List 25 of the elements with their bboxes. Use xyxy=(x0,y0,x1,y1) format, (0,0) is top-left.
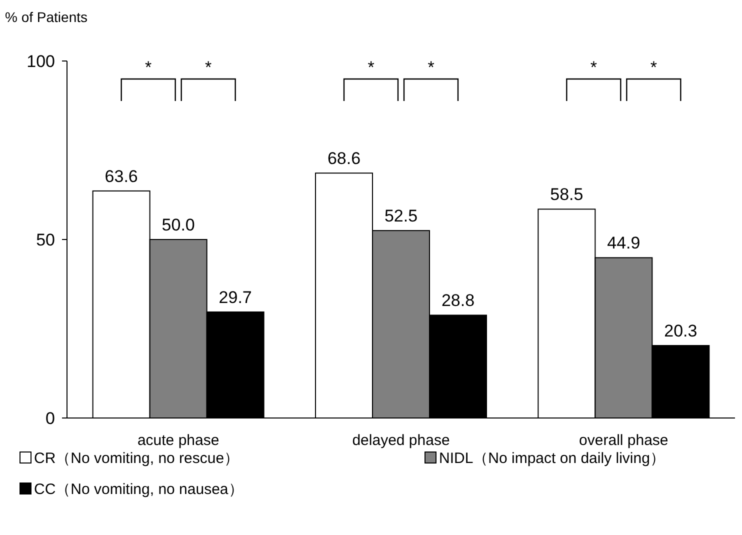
data-label: 50.0 xyxy=(162,216,195,234)
y-tick-label: 50 xyxy=(36,230,55,250)
legend-label: CC（No vomiting, no nausea） xyxy=(34,481,244,498)
data-label: 28.8 xyxy=(441,291,475,310)
data-label: 29.7 xyxy=(218,288,252,307)
data-label: 20.3 xyxy=(664,322,698,341)
annotation: * xyxy=(145,58,152,77)
x-tick-label: delayed phase xyxy=(352,432,450,449)
annotation: * xyxy=(428,58,435,77)
data-label: 52.5 xyxy=(384,206,418,226)
x-tick-label: acute phase xyxy=(137,432,220,449)
annotation: * xyxy=(590,58,598,77)
y-axis-title: % of Patients xyxy=(5,9,88,25)
annotation: * xyxy=(368,58,375,77)
data-label: 63.6 xyxy=(104,166,138,186)
legend-label: NIDL（No impact on daily living） xyxy=(439,450,665,467)
y-tick-label: 100 xyxy=(26,52,55,71)
annotation: * xyxy=(650,58,658,77)
annotation: * xyxy=(205,58,212,77)
data-label: 68.6 xyxy=(327,149,361,168)
x-tick-label: overall phase xyxy=(579,432,668,449)
legend-label: CR（No vomiting, no rescue） xyxy=(34,450,240,467)
data-label: 44.9 xyxy=(607,234,640,253)
y-tick-label: 0 xyxy=(46,409,55,428)
data-label: 58.5 xyxy=(550,185,584,204)
